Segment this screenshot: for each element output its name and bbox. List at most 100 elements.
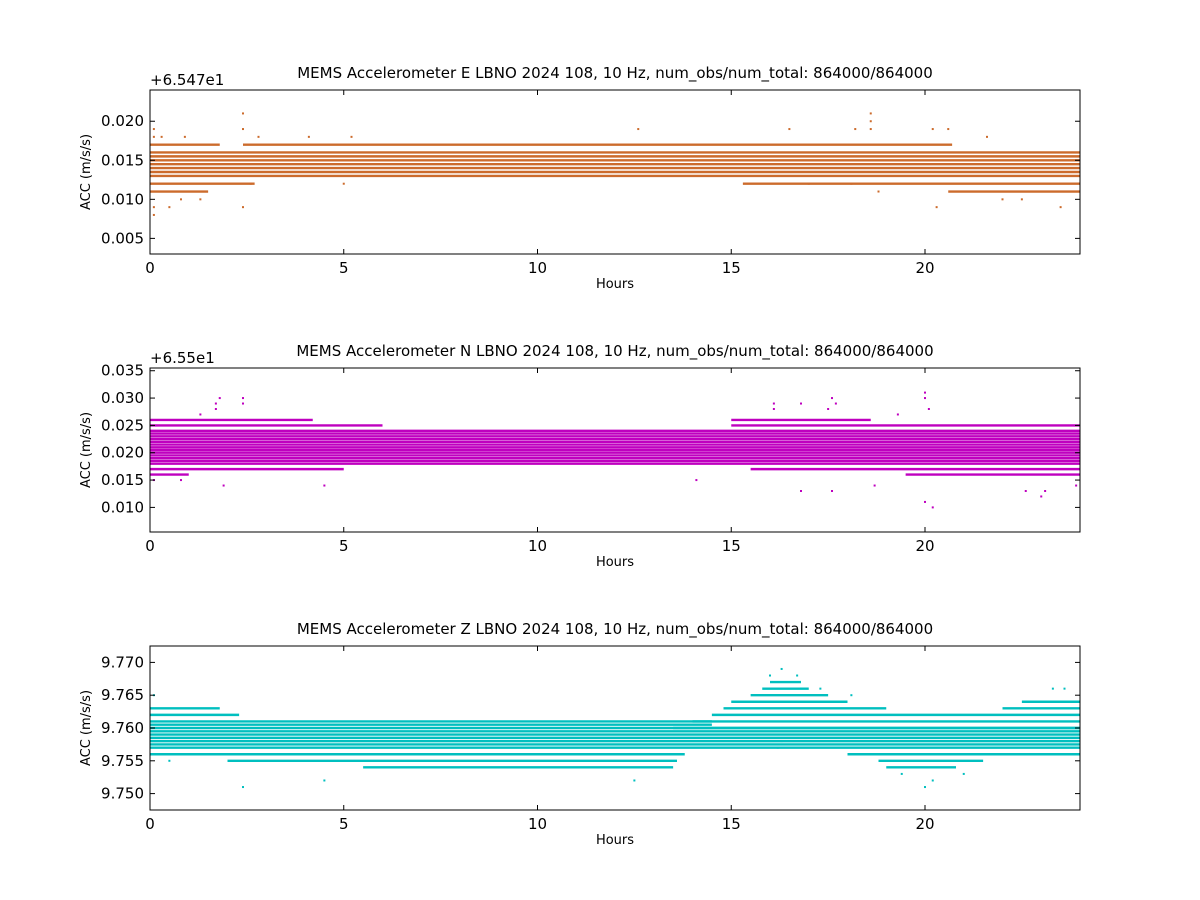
x-tick-label: 15 bbox=[722, 537, 741, 555]
data-point bbox=[780, 667, 783, 670]
y-tick-label: 9.750 bbox=[101, 785, 144, 803]
chart-panel-2: 0 5 10 15 20 0.010 0.015 0.020 0.025 0.030 0.035 ME… bbox=[79, 342, 1081, 570]
y-tick-label: 0.015 bbox=[101, 471, 144, 489]
data-point bbox=[935, 206, 938, 209]
y-axis-label: ACC (m/s/s) bbox=[79, 412, 94, 488]
y-tick-label: 0.035 bbox=[101, 362, 144, 380]
data-point bbox=[160, 135, 163, 138]
y-tick-label: 9.765 bbox=[101, 686, 144, 704]
chart-title: MEMS Accelerometer N LBNO 2024 108, 10 H… bbox=[296, 342, 933, 361]
data-point bbox=[800, 490, 802, 492]
data-point bbox=[869, 128, 872, 131]
data-point bbox=[152, 135, 155, 138]
data-point bbox=[896, 413, 899, 416]
x-tick-label: 20 bbox=[915, 259, 934, 277]
data-point bbox=[854, 128, 857, 131]
x-tick-label: 10 bbox=[528, 537, 547, 555]
data-point bbox=[1059, 206, 1062, 209]
y-tick-label: 0.025 bbox=[101, 416, 144, 434]
data-point bbox=[1020, 198, 1023, 201]
y-tick-label: 0.030 bbox=[101, 389, 144, 407]
x-tick-label: 5 bbox=[339, 259, 349, 277]
data-point bbox=[877, 190, 880, 193]
data-point bbox=[350, 135, 353, 138]
data-layer bbox=[150, 667, 1080, 789]
data-point bbox=[183, 135, 186, 138]
data-point bbox=[962, 772, 965, 775]
data-point bbox=[769, 674, 771, 677]
x-axis-label: Hours bbox=[596, 555, 634, 570]
data-point bbox=[242, 128, 244, 131]
data-point bbox=[772, 408, 775, 410]
data-point bbox=[242, 397, 244, 400]
data-point bbox=[637, 128, 640, 131]
data-point bbox=[924, 397, 926, 400]
data-point bbox=[222, 484, 225, 487]
data-point bbox=[242, 402, 244, 405]
data-point bbox=[152, 213, 155, 216]
data-point bbox=[924, 391, 926, 394]
data-point bbox=[168, 206, 171, 209]
data-point bbox=[152, 128, 155, 131]
x-tick-label: 0 bbox=[145, 537, 155, 555]
y-tick-label: 0.015 bbox=[101, 151, 144, 169]
y-offset-label: +6.55e1 bbox=[150, 349, 215, 367]
data-point bbox=[180, 198, 182, 201]
data-point bbox=[780, 740, 783, 743]
data-point bbox=[850, 182, 853, 185]
data-point bbox=[633, 779, 636, 782]
data-point bbox=[924, 786, 926, 789]
data-point bbox=[869, 112, 872, 115]
x-tick-label: 15 bbox=[722, 815, 741, 833]
data-layer bbox=[150, 112, 1080, 216]
data-point bbox=[1075, 484, 1078, 487]
data-point bbox=[927, 408, 930, 410]
data-point bbox=[831, 490, 833, 492]
data-point bbox=[257, 135, 260, 138]
chart-panel-3: 0 5 10 15 20 9.750 9.755 9.760 9.765 9.770 MEMS Ac… bbox=[79, 620, 1081, 848]
y-axis-label: ACC (m/s/s) bbox=[79, 690, 94, 766]
y-tick-label: 9.770 bbox=[101, 653, 144, 671]
data-point bbox=[199, 198, 202, 201]
data-point bbox=[788, 128, 791, 131]
y-tick-label: 0.010 bbox=[101, 498, 144, 516]
x-tick-label: 10 bbox=[528, 259, 547, 277]
x-tick-label: 5 bbox=[339, 815, 349, 833]
data-point bbox=[218, 397, 221, 400]
data-point bbox=[1024, 490, 1027, 492]
y-tick-label: 0.010 bbox=[101, 190, 144, 208]
x-tick-label: 0 bbox=[145, 815, 155, 833]
data-point bbox=[307, 135, 310, 138]
data-point bbox=[850, 694, 853, 697]
chart-title: MEMS Accelerometer Z LBNO 2024 108, 10 H… bbox=[297, 620, 933, 639]
data-point bbox=[695, 479, 698, 482]
x-tick-label: 20 bbox=[915, 537, 934, 555]
data-point bbox=[931, 506, 934, 509]
data-point bbox=[1051, 687, 1054, 690]
data-point bbox=[199, 413, 202, 416]
x-tick-label: 15 bbox=[722, 259, 741, 277]
data-point bbox=[819, 687, 822, 690]
y-tick-label: 0.005 bbox=[101, 229, 144, 247]
data-point bbox=[214, 402, 217, 405]
data-point bbox=[168, 759, 171, 762]
data-point bbox=[342, 182, 345, 185]
y-tick-label: 0.020 bbox=[101, 444, 144, 462]
data-point bbox=[900, 772, 903, 775]
data-point bbox=[323, 484, 326, 487]
y-offset-label: +6.547e1 bbox=[150, 71, 224, 89]
axes-frame bbox=[149, 367, 1081, 533]
x-tick-label: 5 bbox=[339, 537, 349, 555]
data-point bbox=[924, 500, 926, 503]
data-point bbox=[1071, 151, 1074, 154]
data-point bbox=[1063, 687, 1066, 690]
data-point bbox=[772, 402, 775, 405]
data-point bbox=[947, 128, 950, 131]
chart-panel-1: 0 5 10 15 20 0.005 0.010 0.015 0.020 MEMS Acceler… bbox=[79, 64, 1081, 292]
y-axis-label: ACC (m/s/s) bbox=[79, 134, 94, 210]
chart-title: MEMS Accelerometer E LBNO 2024 108, 10 H… bbox=[297, 64, 933, 83]
data-point bbox=[1040, 495, 1043, 498]
data-point bbox=[869, 120, 872, 123]
data-point bbox=[800, 402, 802, 405]
